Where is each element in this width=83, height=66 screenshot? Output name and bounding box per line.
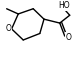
Text: O: O (5, 24, 11, 33)
Text: HO: HO (58, 1, 70, 10)
Text: O: O (66, 33, 72, 42)
